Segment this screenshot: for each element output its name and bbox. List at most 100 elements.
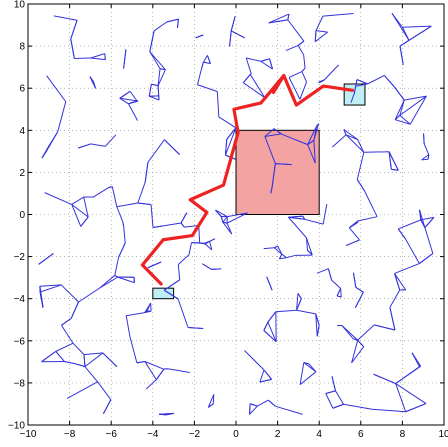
graph-edge	[394, 115, 401, 121]
graph-edge	[389, 307, 396, 331]
graph-edge	[123, 49, 127, 69]
graph-edge	[159, 413, 167, 416]
graph-edge	[149, 51, 161, 69]
graph-edge	[313, 123, 320, 141]
graph-edge	[144, 302, 152, 313]
graph-edge	[114, 274, 119, 278]
graph-edge	[357, 139, 365, 153]
graph-edge	[394, 273, 407, 291]
graph-edge	[420, 216, 434, 221]
graph-edge	[209, 238, 216, 242]
graph-edge	[153, 21, 168, 32]
y-tick-label: 0	[19, 210, 25, 221]
graph-edge	[313, 140, 316, 164]
graph-edge	[294, 139, 308, 145]
graph-edge	[93, 187, 109, 198]
graph-edge	[55, 351, 65, 362]
graph-edge	[404, 95, 427, 101]
graph-edge	[74, 363, 86, 368]
graph-edge	[374, 324, 396, 331]
graph-edge	[325, 390, 336, 394]
graph-edge	[307, 139, 315, 145]
graph-edge	[249, 403, 258, 407]
graph-edge	[269, 58, 274, 70]
graph-edge	[281, 133, 295, 140]
graph-edge	[97, 381, 112, 400]
graph-edge	[184, 225, 199, 228]
graph-edge	[409, 95, 427, 125]
graph-edge	[163, 289, 179, 300]
graph-edge	[222, 221, 228, 224]
graph-edge	[268, 13, 290, 24]
graph-edge	[267, 321, 277, 342]
graph-edge	[301, 71, 307, 83]
graph-edge	[83, 196, 89, 218]
graph-edge	[84, 366, 99, 383]
graph-edge	[222, 221, 233, 235]
graph-edge	[206, 55, 211, 64]
graph-edge	[263, 369, 273, 380]
graph-edge	[39, 284, 62, 293]
x-tick-label: 0	[233, 429, 239, 440]
graph-edge	[296, 298, 302, 311]
graph-edge	[224, 139, 228, 156]
graph-edge	[45, 131, 59, 152]
graph-edge	[322, 204, 328, 225]
graph-edge	[150, 204, 154, 228]
graph-edge	[245, 57, 252, 74]
graph-edge	[119, 90, 131, 99]
graph-edge	[356, 152, 365, 180]
graph-edge	[259, 378, 272, 383]
graph-edge	[275, 405, 303, 415]
graph-edge	[303, 362, 317, 373]
graph-edge	[155, 368, 165, 380]
graph-edge	[271, 163, 276, 187]
graph-edge	[215, 209, 222, 217]
graph-edge	[268, 19, 288, 24]
graph-edge	[275, 163, 292, 166]
graph-edge	[46, 75, 67, 102]
graph-edge	[314, 30, 317, 42]
graph-edge	[373, 373, 396, 384]
graph-edge	[203, 242, 206, 245]
graph-edge	[104, 134, 117, 147]
path-branch-line	[271, 73, 286, 95]
graph-edge	[411, 352, 421, 367]
graph-edge	[197, 84, 218, 92]
graph-edge	[315, 15, 324, 31]
graph-edge	[60, 325, 74, 344]
graph-edge	[147, 261, 162, 269]
graph-edge	[159, 68, 166, 71]
graph-edge	[307, 144, 316, 164]
start-region	[152, 287, 175, 300]
x-tick-label: 10	[438, 429, 448, 440]
graph-edge	[315, 313, 320, 326]
graph-edge	[353, 86, 357, 94]
graph-edge	[129, 91, 138, 102]
graph-edge	[145, 379, 157, 390]
graph-edge	[218, 116, 237, 129]
graph-edge	[207, 394, 215, 408]
graph-edge	[78, 143, 91, 149]
graph-edge	[72, 342, 85, 355]
graph-edge	[297, 40, 305, 46]
graph-edge	[201, 62, 204, 69]
graph-edge	[263, 330, 277, 343]
graph-edge	[357, 324, 375, 341]
graph-edge	[299, 371, 317, 385]
graph-edge	[114, 257, 120, 276]
graph-edge	[102, 399, 112, 414]
graph-edge	[216, 91, 220, 118]
graph-edge	[297, 293, 302, 299]
graph-edge	[157, 68, 161, 86]
graph-edge	[322, 13, 354, 17]
graph-edge	[343, 403, 373, 410]
graph-edge	[44, 192, 72, 205]
graph-edge	[70, 301, 79, 319]
graph-edge	[325, 393, 334, 409]
x-tick-label: −6	[105, 429, 117, 440]
graph-edge	[341, 325, 359, 341]
graph-edge	[202, 55, 208, 63]
x-tick-label: −4	[147, 429, 159, 440]
graph-edge	[266, 276, 273, 291]
